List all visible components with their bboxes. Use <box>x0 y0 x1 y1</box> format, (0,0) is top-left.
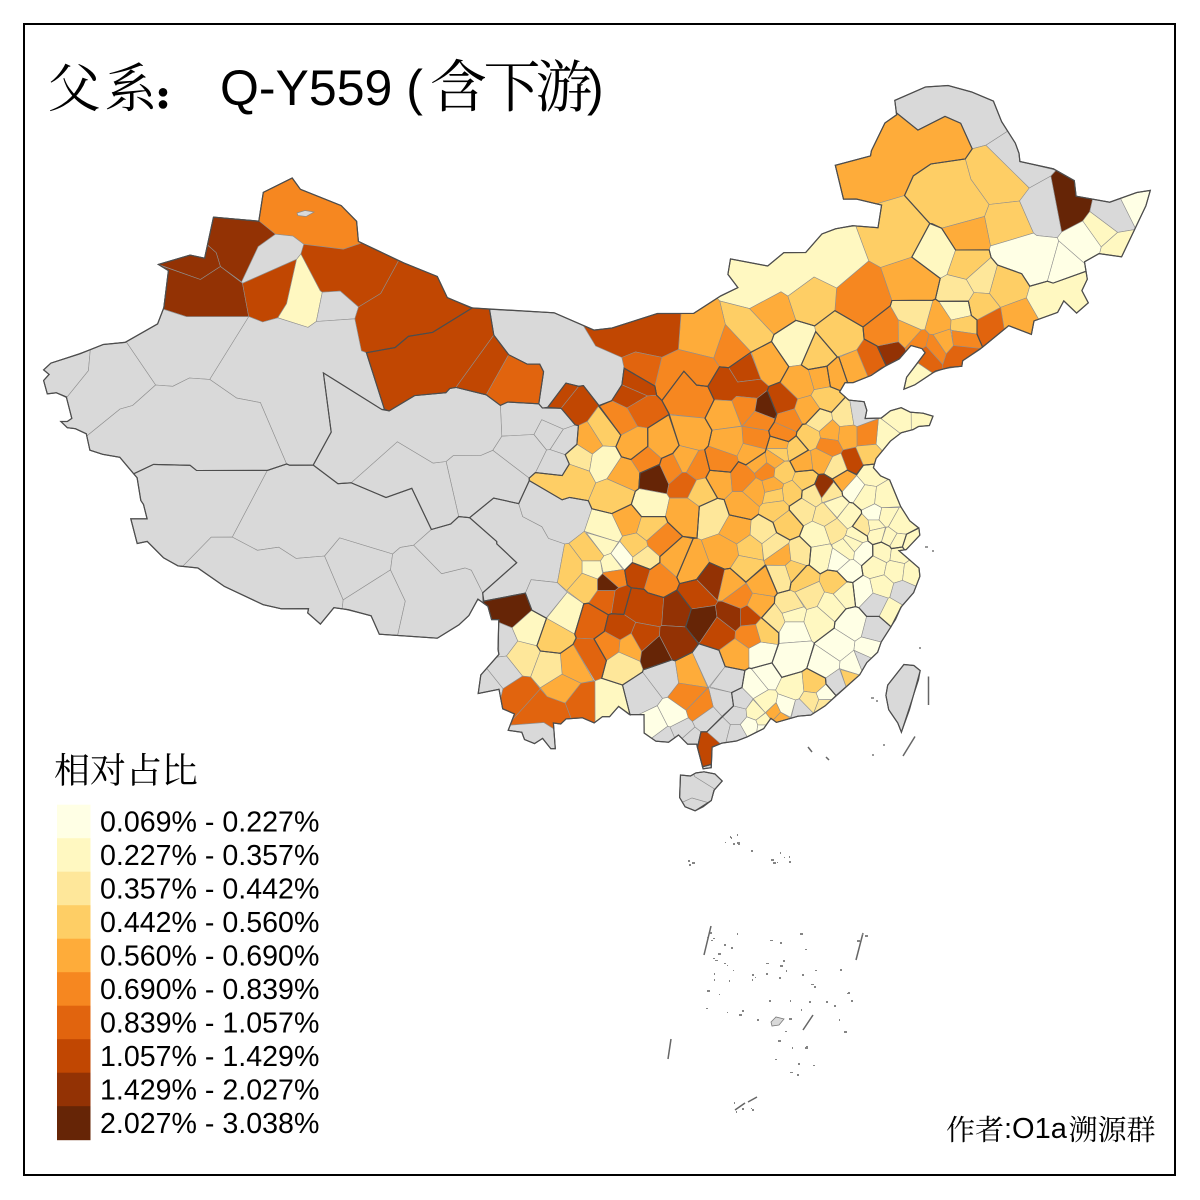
svg-text:0.839% - 1.057%: 0.839% - 1.057% <box>100 1008 319 1040</box>
svg-text:0.227% - 0.357%: 0.227% - 0.357% <box>100 840 319 872</box>
svg-text:0.069% - 0.227%: 0.069% - 0.227% <box>100 807 319 839</box>
svg-text:1.429% - 2.027%: 1.429% - 2.027% <box>100 1075 319 1107</box>
svg-text:Q-Y559 (: Q-Y559 ( <box>220 60 423 116</box>
svg-text:0.690% - 0.839%: 0.690% - 0.839% <box>100 974 319 1006</box>
svg-text:1.057% - 1.429%: 1.057% - 1.429% <box>100 1041 319 1073</box>
svg-text:0.442% - 0.560%: 0.442% - 0.560% <box>100 907 319 939</box>
svg-text:2.027% - 3.038%: 2.027% - 3.038% <box>100 1108 319 1140</box>
svg-text:0.357% - 0.442%: 0.357% - 0.442% <box>100 874 319 906</box>
svg-text:): ) <box>587 60 604 116</box>
svg-text:0.560% - 0.690%: 0.560% - 0.690% <box>100 941 319 973</box>
svg-text::O1a: :O1a <box>1004 1113 1068 1145</box>
